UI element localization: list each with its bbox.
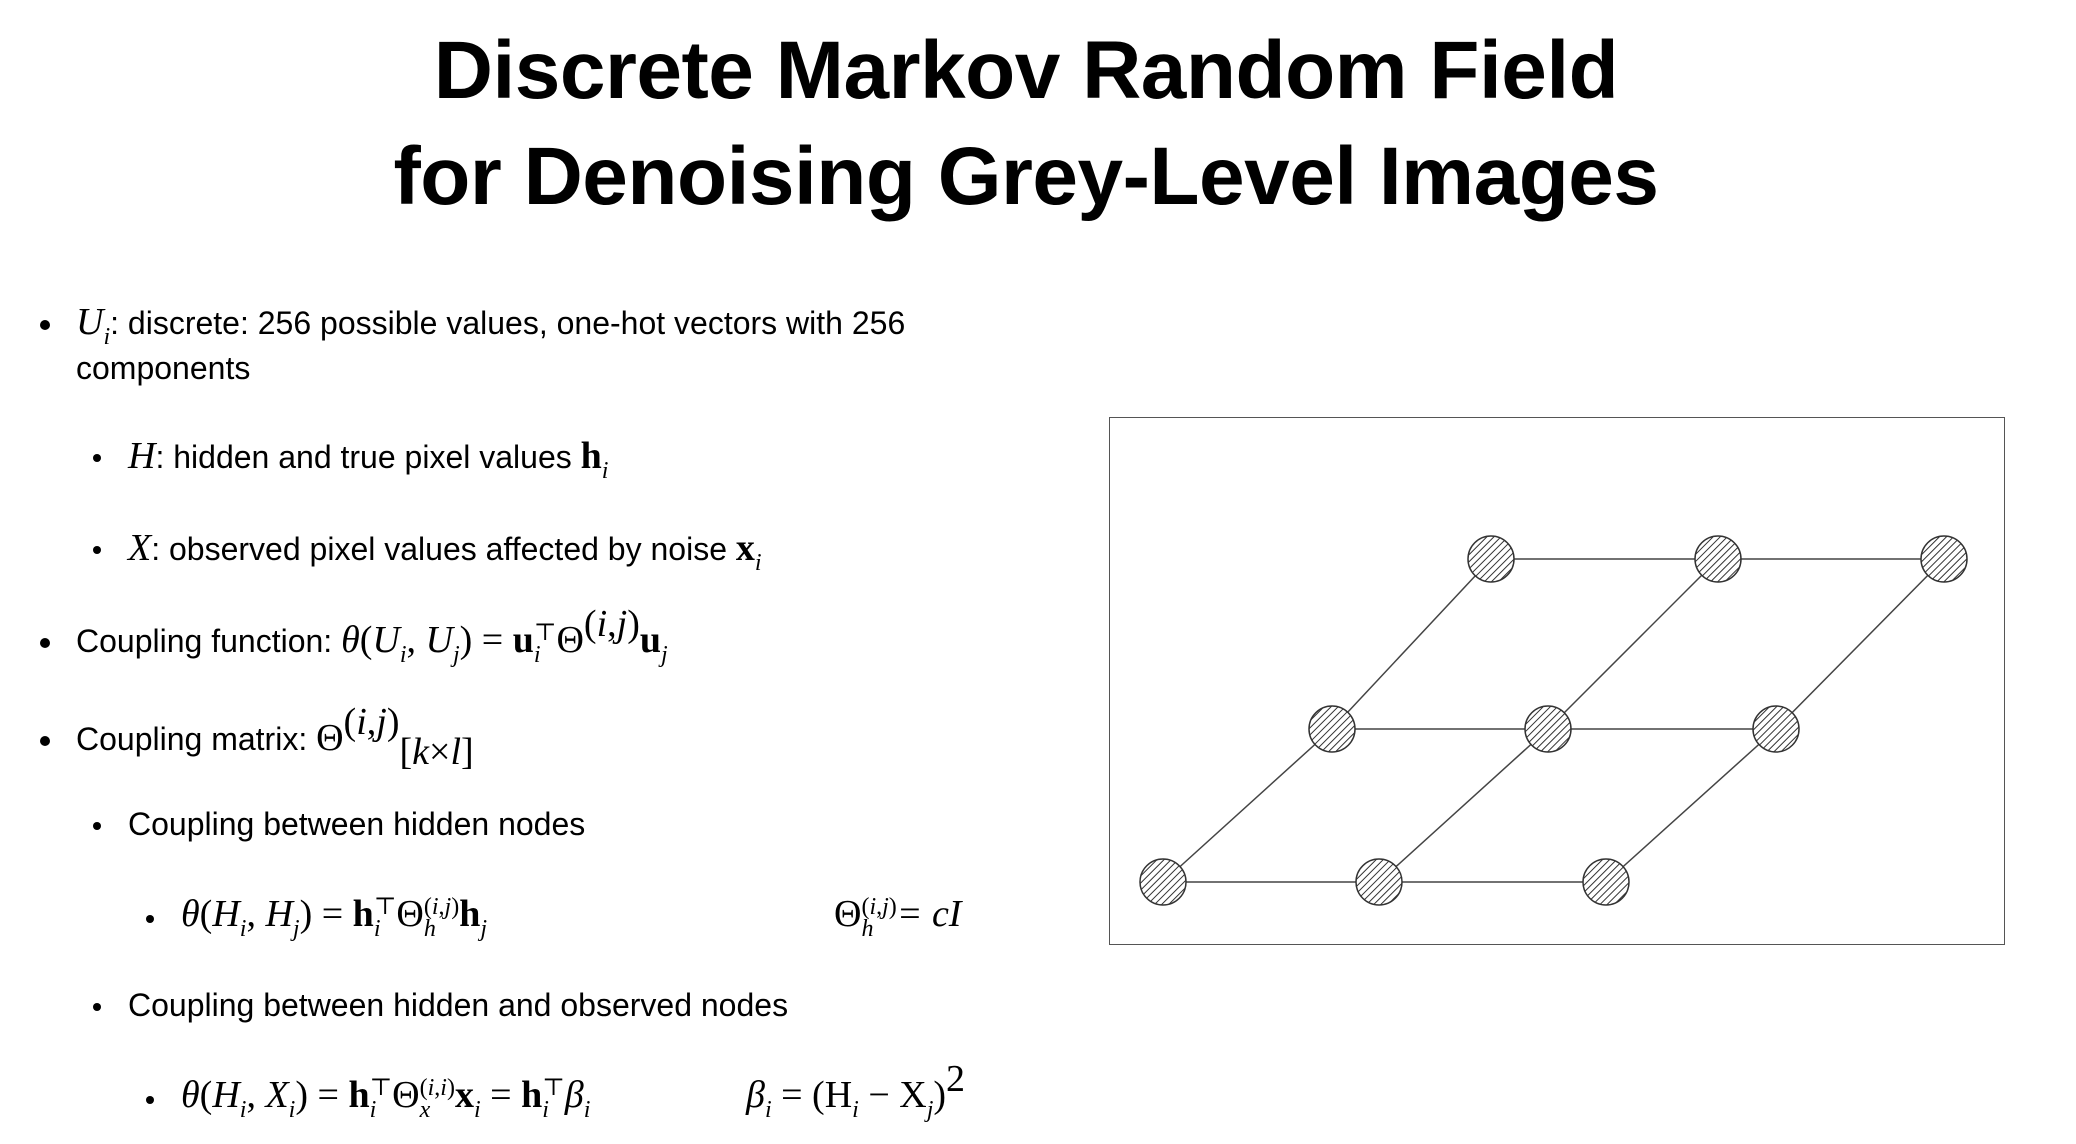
bullet-x-observed: X: observed pixel values affected by noi…: [128, 527, 762, 576]
diagonal-edge: [1547, 558, 1719, 730]
diagonal-edge: [1331, 558, 1492, 730]
slide-title: Discrete Markov Random Field for Denoisi…: [0, 18, 2052, 230]
mrf-grid-figure: [1109, 417, 2005, 945]
mrf-edges: [1162, 558, 1945, 883]
coupling-matrix-formula: Θ: [316, 717, 344, 759]
bullet-coupling-matrix: Coupling matrix: Θ(i,j)[k×l]: [76, 701, 474, 773]
bullet-u-continuation: components: [76, 350, 251, 386]
bullet-hidden-coupling: Coupling between hidden nodes: [128, 806, 586, 842]
title-line-2: for Denoising Grey-Level Images: [393, 131, 1660, 222]
hidden-node: [1752, 705, 1800, 753]
bullet-h-hidden: H: hidden and true pixel values hi: [128, 435, 609, 484]
diagonal-edge: [1775, 558, 1945, 730]
hidden-node: [1920, 535, 1968, 583]
coupling-function-formula: θ: [341, 619, 360, 661]
hidden-node: [1694, 535, 1742, 583]
diagonal-edge: [1378, 728, 1549, 883]
bullet-hidden-observed-coupling: Coupling between hidden and observed nod…: [128, 987, 789, 1023]
hidden-node: [1355, 858, 1403, 906]
bullet-dot: [146, 1096, 154, 1104]
diagonal-edge: [1605, 728, 1777, 883]
hidden-node: [1139, 858, 1187, 906]
bullet-dot: [93, 454, 101, 462]
bullet-dot: [40, 736, 50, 746]
hidden-node: [1582, 858, 1630, 906]
bullet-dot: [40, 320, 50, 330]
bullet-dot: [93, 1003, 101, 1011]
hidden-node: [1308, 705, 1356, 753]
mrf-grid-graph: [1139, 535, 1968, 906]
bullet-dot: [40, 638, 50, 648]
hidden-observed-formula: θ(Hi, Xi) = h ⊤ i Θ (i,i) x xi = h ⊤ i βi: [181, 1074, 591, 1123]
hidden-node: [1524, 705, 1572, 753]
bullet-dot: [146, 915, 154, 923]
bullet-coupling-function: Coupling function: θ(Ui, Uj) = u ⊤ i Θ(i,j)…: [76, 603, 668, 668]
hidden-node: [1467, 535, 1515, 583]
bullet-dot: [93, 546, 101, 554]
bullet-u-variable: Ui: discrete: 256 possible values, one-h…: [76, 301, 906, 350]
bullet-dot: [93, 822, 101, 830]
title-line-1: Discrete Markov Random Field: [433, 25, 1619, 116]
hidden-coupling-formula: θ(Hi, Hj) = h ⊤ i Θ (i,j) h hj: [181, 893, 487, 942]
diagonal-edge: [1162, 728, 1333, 883]
mrf-nodes: [1139, 535, 1968, 906]
identity-coupling-formula: Θ (i,j) h = cI: [834, 893, 962, 942]
beta-definition-formula: βi = (Hi − Xj)2: [746, 1058, 966, 1123]
